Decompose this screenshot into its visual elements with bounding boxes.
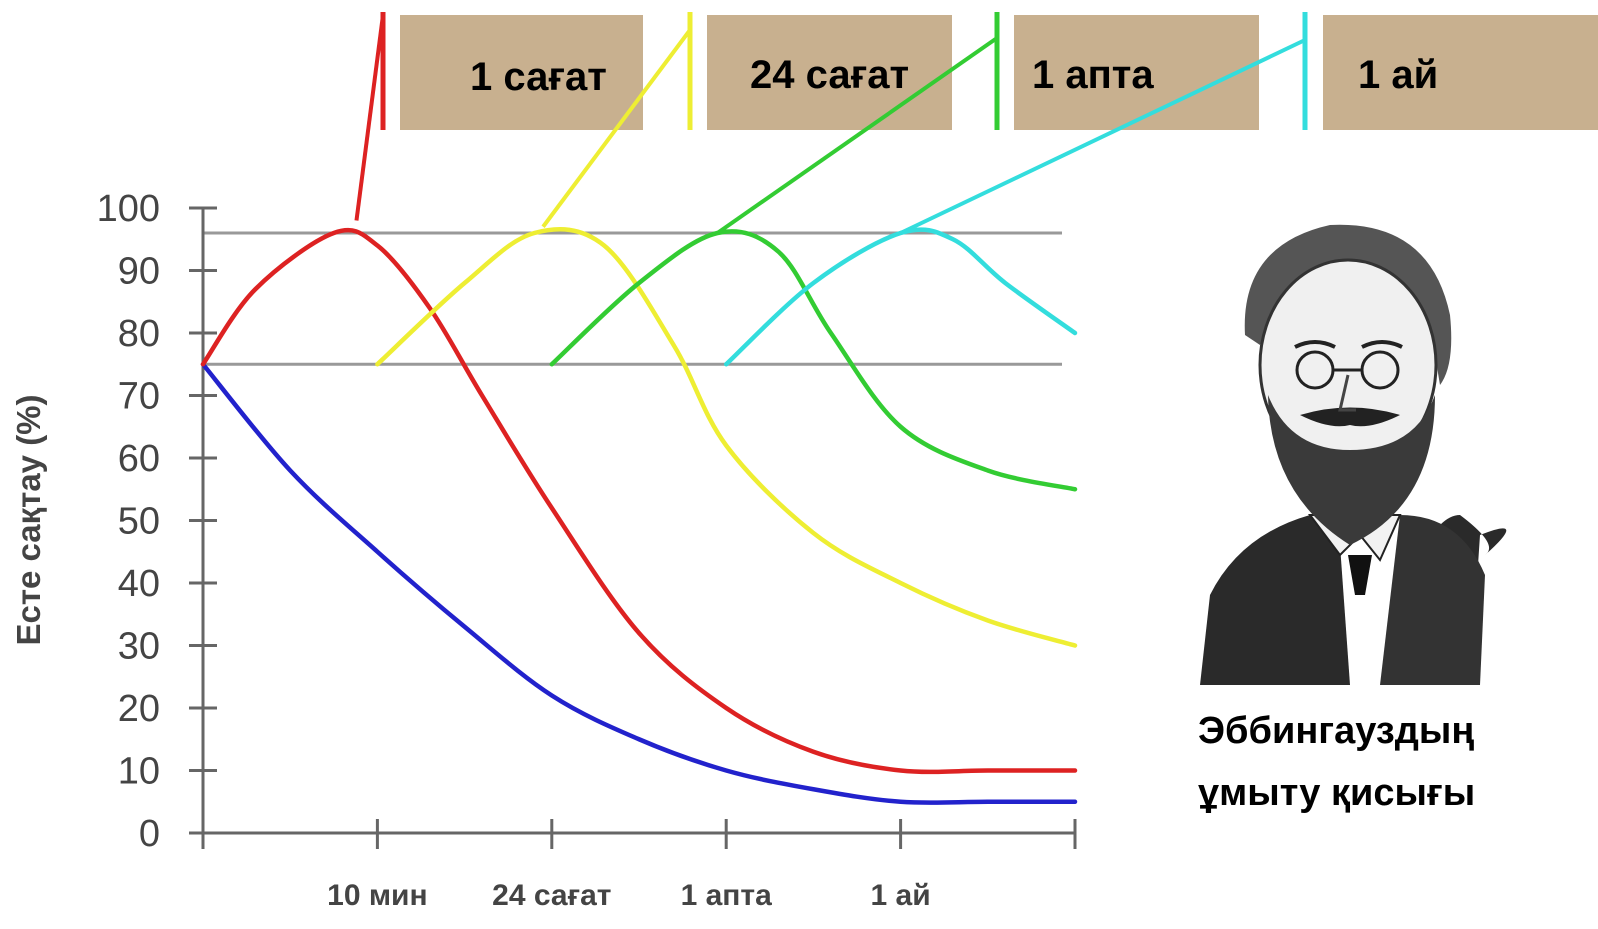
y-tick-label: 10 <box>118 751 160 793</box>
interval-label-3: 1 апта <box>1032 53 1154 97</box>
x-tick-label: 1 апта <box>681 879 773 912</box>
y-axis: 0 10 20 30 40 50 60 70 80 90 100 <box>97 188 217 855</box>
series-line-0 <box>200 362 1078 805</box>
portrait-tie <box>1348 555 1372 595</box>
portrait-moustache <box>1300 407 1400 427</box>
review-connector-3 <box>899 38 1306 235</box>
series-line-4 <box>723 227 1078 367</box>
y-tick-label: 20 <box>118 688 160 730</box>
x-axis: 10 мин 24 сағат 1 апта 1 ай <box>201 819 1077 912</box>
review-connector-2 <box>716 36 999 235</box>
series-group <box>200 227 1078 805</box>
y-tick-label: 100 <box>97 188 160 230</box>
review-connectors <box>354 12 1308 235</box>
portrait-coat-right <box>1380 515 1485 685</box>
portrait-nose <box>1338 374 1356 412</box>
y-axis-label: Есте сақтау (%) <box>10 394 47 645</box>
x-tick-label: 1 ай <box>871 879 931 912</box>
y-tick-label: 60 <box>118 438 160 480</box>
interval-label-2: 24 сағат <box>750 53 909 97</box>
x-tick-label: 10 мин <box>327 879 427 912</box>
portrait-caption: Эббингауздың ұмыту қисығы <box>1198 700 1578 824</box>
y-tick-label: 50 <box>118 501 160 543</box>
interval-band-2 <box>707 15 952 130</box>
interval-bands: 1 сағат 24 сағат 1 апта 1 ай <box>400 15 1598 130</box>
interval-label-4: 1 ай <box>1358 53 1438 97</box>
caption-line-1: Эббингауздың <box>1198 710 1475 752</box>
series-line-1 <box>200 227 1078 775</box>
portrait-beard <box>1268 395 1435 545</box>
review-connector-0 <box>354 14 385 221</box>
portrait-hair <box>1244 224 1452 385</box>
portrait-brows <box>1294 340 1403 349</box>
interval-band-4 <box>1323 15 1598 130</box>
portrait-jacket <box>1200 515 1350 685</box>
interval-band-3 <box>1014 15 1259 130</box>
y-tick-label: 70 <box>118 376 160 418</box>
y-tick-label: 90 <box>118 251 160 293</box>
ebbinghaus-portrait <box>1200 224 1507 685</box>
caption-line-2: ұмыту қисығы <box>1198 772 1476 814</box>
x-tick-label: 24 сағат <box>492 879 611 912</box>
series-line-2 <box>375 227 1078 648</box>
series-line-3 <box>549 229 1078 492</box>
y-tick-label: 40 <box>118 563 160 605</box>
y-tick-label: 30 <box>118 626 160 668</box>
interval-label-1: 1 сағат <box>470 55 607 99</box>
interval-band-1 <box>400 15 643 130</box>
review-connector-1 <box>541 28 692 228</box>
y-tick-label: 80 <box>118 313 160 355</box>
y-tick-label: 0 <box>139 813 160 855</box>
